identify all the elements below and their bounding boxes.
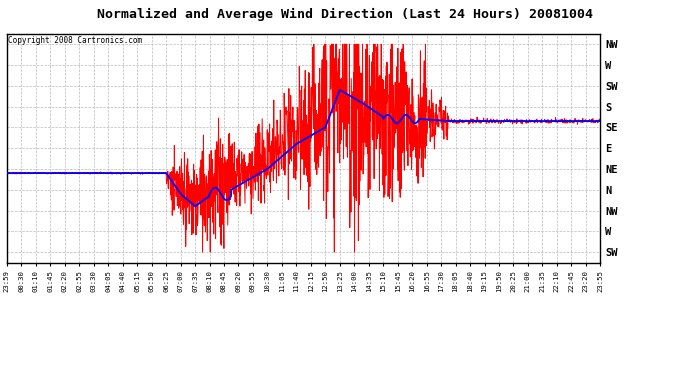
Text: Copyright 2008 Cartronics.com: Copyright 2008 Cartronics.com (8, 36, 142, 45)
Text: Normalized and Average Wind Direction (Last 24 Hours) 20081004: Normalized and Average Wind Direction (L… (97, 8, 593, 21)
